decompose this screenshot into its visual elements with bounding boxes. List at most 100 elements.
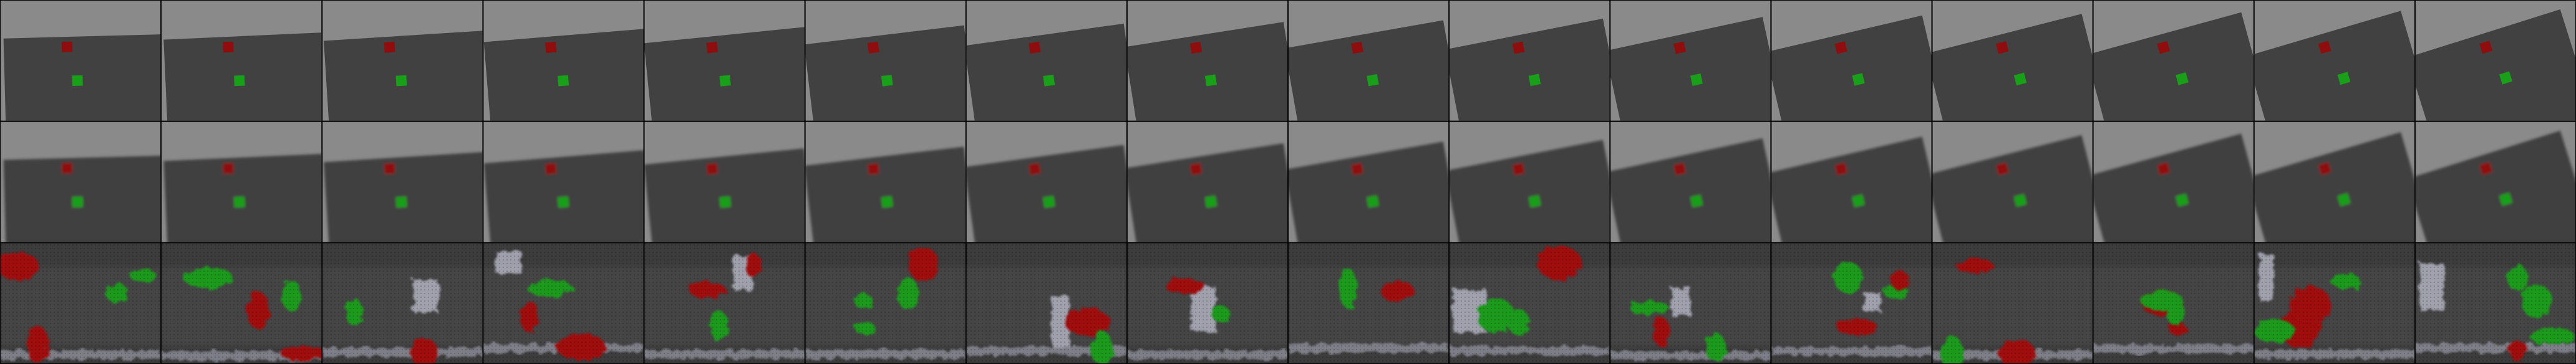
- ground-plane: [1450, 140, 1610, 242]
- green-cube: [557, 75, 569, 87]
- ground-plane: [966, 23, 1126, 121]
- scene: [2415, 9, 2575, 121]
- red-cube: [1834, 163, 1847, 176]
- green-cube: [1367, 195, 1379, 208]
- frame: [1932, 243, 2093, 364]
- scene: [1127, 143, 1287, 242]
- frame: [644, 243, 805, 364]
- frame: [2093, 243, 2254, 364]
- frame: [2254, 243, 2414, 364]
- red-cube: [706, 42, 718, 54]
- grid-artifact: [162, 243, 322, 364]
- frame: [1289, 243, 1449, 364]
- green-cube: [719, 196, 731, 208]
- green-cube: [1204, 74, 1217, 87]
- scene: [805, 146, 966, 242]
- frame: [1127, 122, 1287, 242]
- red-cube: [1673, 41, 1687, 54]
- scene: [323, 31, 483, 121]
- frame: [1, 1, 161, 121]
- green-cube: [2176, 72, 2189, 85]
- red-cube: [1189, 41, 1202, 54]
- frame: [483, 1, 644, 121]
- ground-plane: [483, 150, 644, 242]
- ground-plane: [163, 32, 322, 121]
- scene: [2093, 12, 2254, 121]
- red-cube: [1995, 41, 2009, 54]
- grid-artifact: [805, 243, 966, 364]
- scene: [1932, 135, 2093, 242]
- green-cube: [72, 196, 83, 208]
- frame: [644, 1, 805, 121]
- ground-plane: [1932, 14, 2093, 121]
- green-cube: [2013, 194, 2027, 207]
- ground-plane: [3, 34, 161, 121]
- red-cube: [384, 41, 395, 53]
- ground-plane: [323, 151, 483, 242]
- frame: [1771, 243, 1932, 364]
- frame: [1610, 243, 1771, 364]
- ground-plane: [644, 27, 805, 121]
- red-cube: [1029, 42, 1041, 54]
- scene: [323, 151, 483, 242]
- scene: [1771, 15, 1932, 121]
- green-cube: [1528, 74, 1541, 87]
- green-cube: [881, 74, 893, 87]
- scene: [2415, 130, 2575, 242]
- green-cube: [1852, 73, 1865, 86]
- red-cube: [2157, 41, 2170, 54]
- scene: [805, 25, 966, 121]
- ground-plane: [966, 145, 1126, 242]
- red-cube: [1351, 41, 1363, 54]
- frame: [1450, 1, 1610, 121]
- red-cube: [545, 163, 557, 175]
- red-cube: [223, 41, 234, 53]
- frame: [2415, 243, 2575, 364]
- green-cube: [557, 196, 569, 208]
- scene: [163, 153, 322, 242]
- frame: [1932, 122, 2093, 242]
- red-cube: [1512, 41, 1525, 54]
- frame: [966, 243, 1126, 364]
- frame: [1127, 243, 1287, 364]
- ground-plane: [1289, 20, 1449, 121]
- red-cube: [1512, 163, 1525, 176]
- scene: [1771, 136, 1932, 242]
- scene: [1610, 17, 1771, 121]
- frame: [2093, 1, 2254, 121]
- frame: [805, 122, 966, 242]
- ground-plane: [1610, 17, 1771, 121]
- red-cube: [706, 163, 718, 175]
- red-cube: [61, 41, 72, 52]
- grid-artifact: [2093, 243, 2254, 364]
- ground-plane: [1450, 18, 1610, 121]
- green-cube: [1043, 196, 1055, 208]
- frame: [162, 122, 322, 242]
- red-cube: [1351, 163, 1363, 175]
- grid-artifact: [1610, 243, 1771, 364]
- ground-plane: [483, 29, 644, 121]
- frame: [805, 243, 966, 364]
- scene: [2254, 132, 2414, 242]
- grid-artifact: [1450, 243, 1610, 364]
- ground-plane: [1771, 15, 1932, 121]
- green-cube: [2337, 193, 2351, 206]
- green-cube: [1367, 74, 1379, 87]
- ground-plane: [1289, 141, 1449, 242]
- frame: [1, 122, 161, 242]
- scene: [966, 145, 1126, 242]
- ground-plane: [2415, 130, 2575, 242]
- red-cube: [1995, 162, 2009, 176]
- ground-plane: [1610, 138, 1771, 242]
- ground-plane: [163, 153, 322, 242]
- grid-artifact: [1289, 243, 1449, 364]
- ground-plane: [1771, 136, 1932, 242]
- frame: [1, 243, 161, 364]
- red-cube: [1834, 41, 1847, 54]
- red-cube: [384, 163, 395, 175]
- green-cube: [1204, 195, 1217, 208]
- frame: [1450, 122, 1610, 242]
- ground-plane: [3, 155, 161, 242]
- frame: [1450, 243, 1610, 364]
- green-cube: [719, 75, 731, 87]
